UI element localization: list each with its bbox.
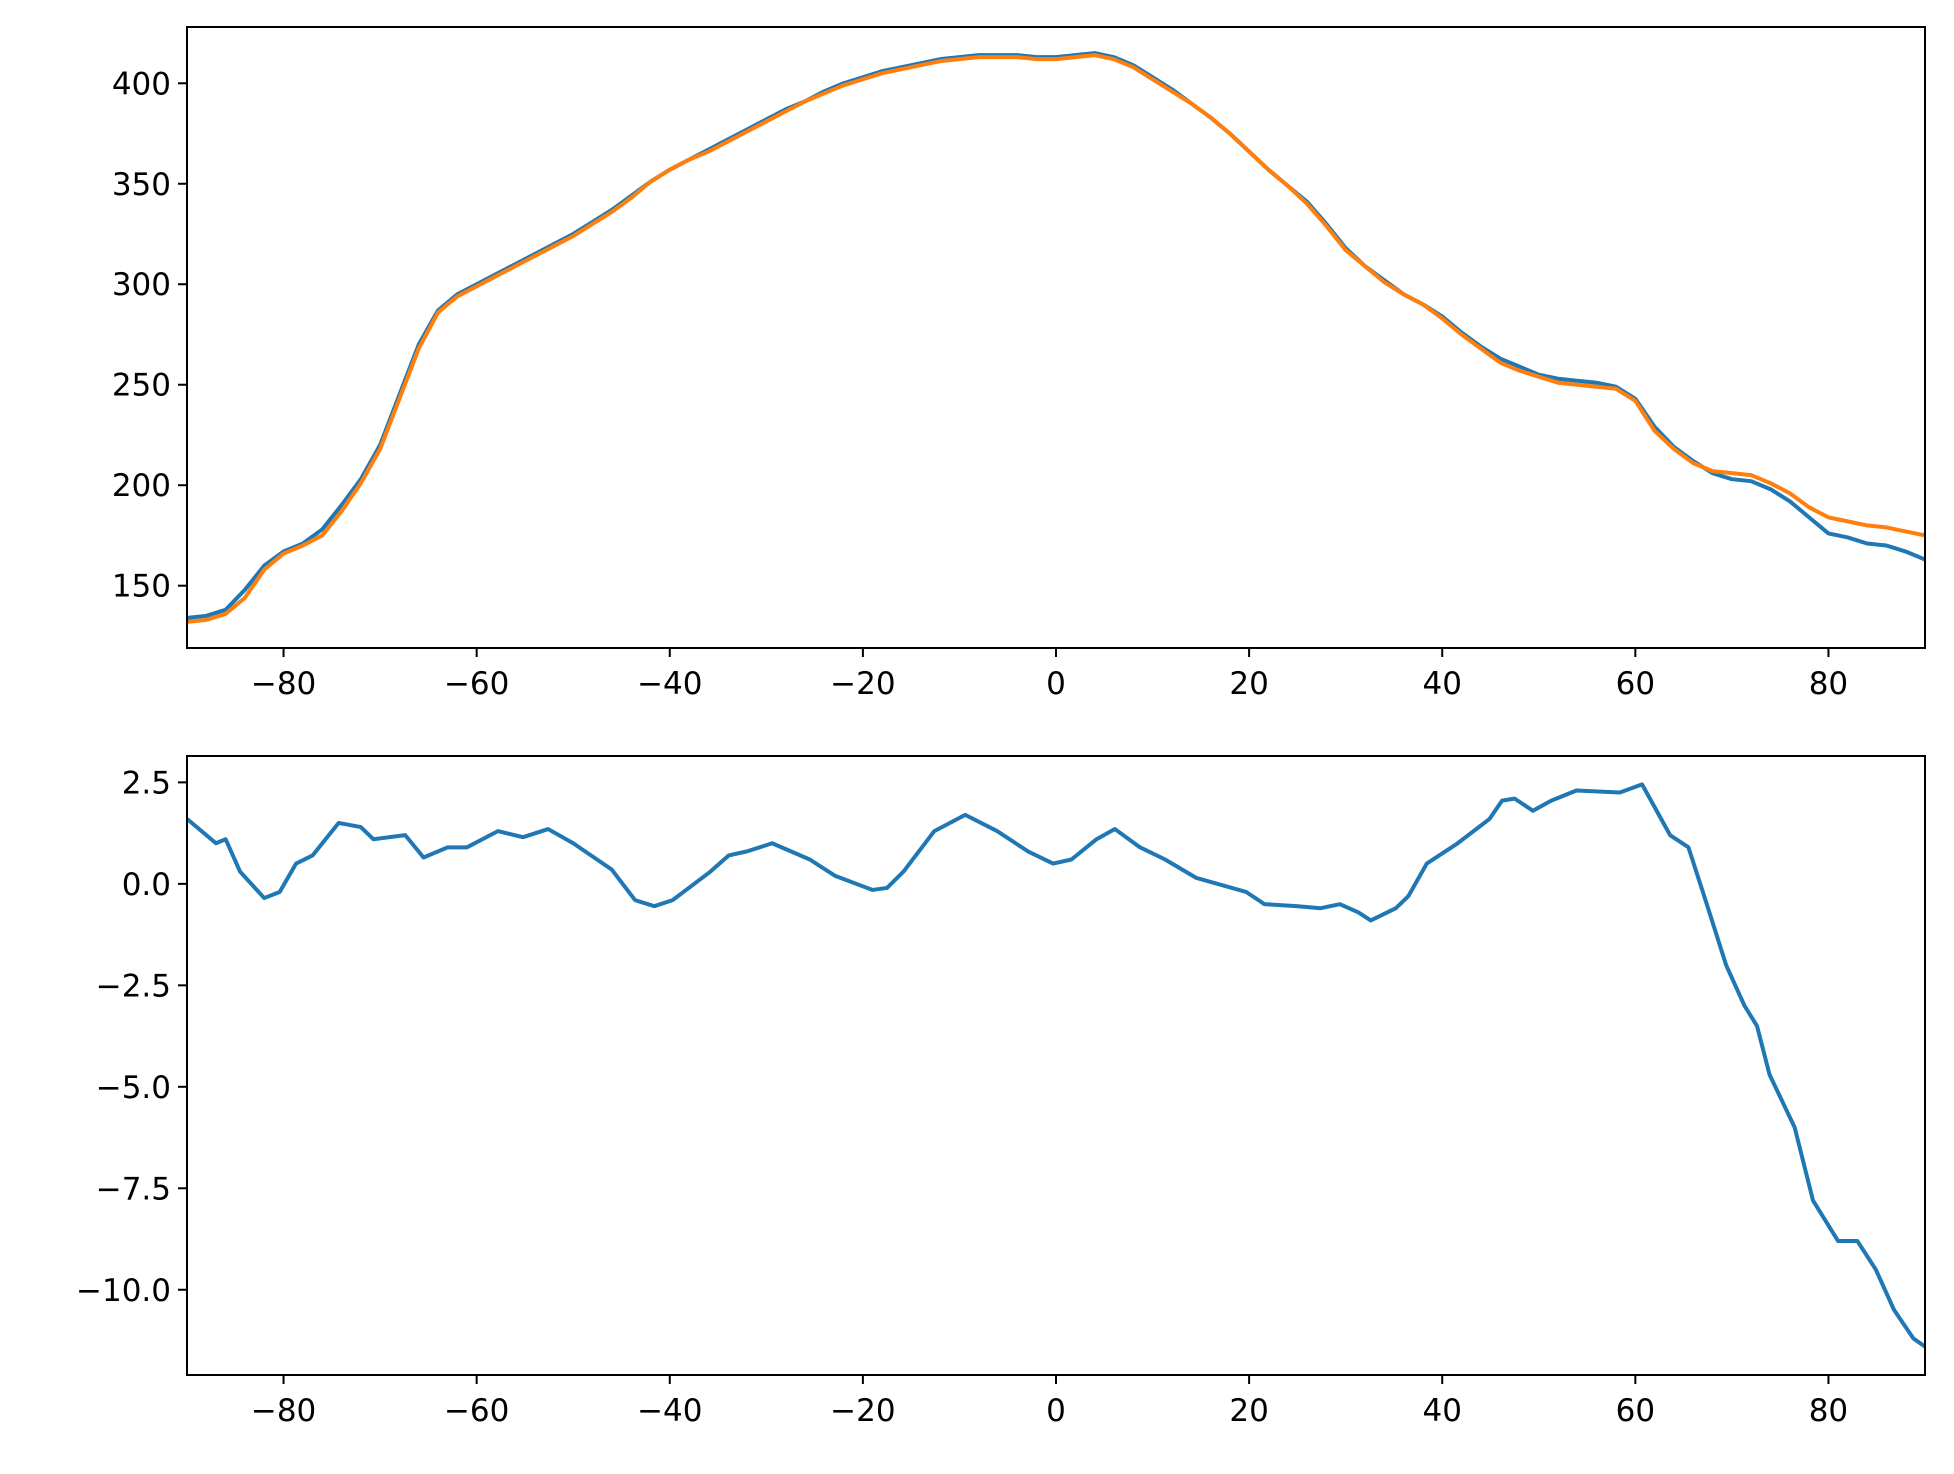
y-tick-label: 2.5 <box>122 765 171 801</box>
x-tick-label: 60 <box>1616 666 1655 702</box>
y-tick-label: 400 <box>112 66 171 102</box>
x-tick-label: 80 <box>1809 666 1848 702</box>
plot-frame <box>186 755 1926 1376</box>
y-tick-label: 300 <box>112 267 171 303</box>
x-tick-label: −80 <box>251 1393 316 1429</box>
x-tick-label: −20 <box>830 1393 895 1429</box>
x-tick-label: −60 <box>444 1393 509 1429</box>
y-tick-label: −7.5 <box>96 1171 171 1207</box>
x-tick-label: −60 <box>444 666 509 702</box>
x-tick-label: −40 <box>637 1393 702 1429</box>
y-tick-label: −10.0 <box>76 1273 171 1309</box>
x-tick-label: 0 <box>1046 666 1066 702</box>
y-tick-label: 0.0 <box>122 867 171 903</box>
x-tick-label: 20 <box>1229 1393 1268 1429</box>
y-tick-label: −5.0 <box>96 1070 171 1106</box>
y-tick-label: 150 <box>112 569 171 605</box>
data-line <box>187 53 1925 624</box>
x-tick-label: 20 <box>1229 666 1268 702</box>
x-tick-label: 40 <box>1422 666 1461 702</box>
data-line <box>187 782 1925 1349</box>
y-tick-label: 250 <box>112 368 171 404</box>
x-tick-label: 0 <box>1046 1393 1066 1429</box>
x-tick-label: −80 <box>251 666 316 702</box>
x-tick-label: −20 <box>830 666 895 702</box>
x-tick-label: 80 <box>1809 1393 1848 1429</box>
data-line <box>187 51 1925 620</box>
y-tick-label: 200 <box>112 468 171 504</box>
x-tick-label: 60 <box>1616 1393 1655 1429</box>
x-tick-label: 40 <box>1422 1393 1461 1429</box>
x-tick-label: −40 <box>637 666 702 702</box>
y-tick-label: −2.5 <box>96 968 171 1004</box>
y-tick-label: 350 <box>112 167 171 203</box>
plot-frame <box>186 26 1926 649</box>
